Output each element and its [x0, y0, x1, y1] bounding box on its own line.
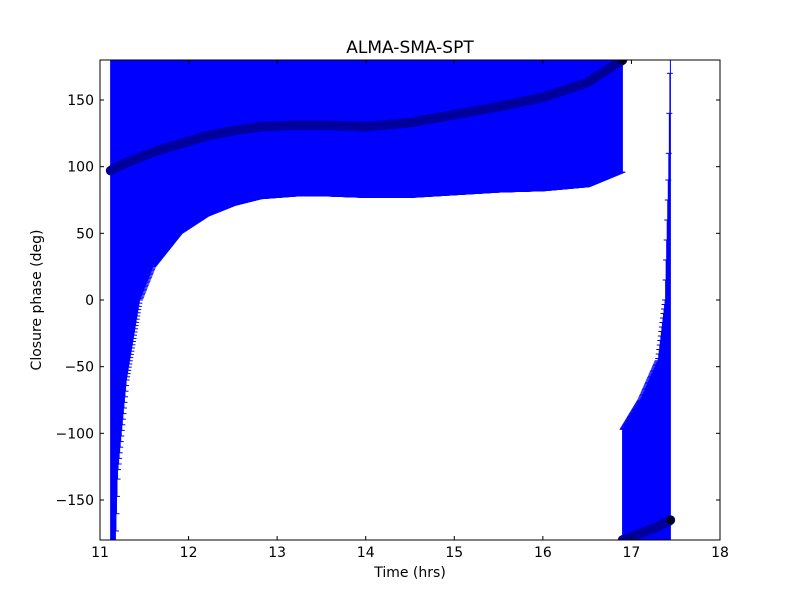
x-tick-label: 14 [357, 545, 375, 561]
x-tick-label: 17 [623, 545, 641, 561]
y-tick-label: 0 [85, 293, 94, 309]
x-tick-label: 16 [534, 545, 552, 561]
x-tick-label: 12 [180, 545, 198, 561]
x-tick-label: 13 [268, 545, 286, 561]
y-tick-label: −150 [56, 493, 94, 509]
y-tick-label: −100 [56, 426, 94, 442]
x-tick-label: 15 [445, 545, 463, 561]
y-tick-label: 150 [67, 93, 94, 109]
data-point [665, 515, 676, 525]
x-tick-label: 11 [91, 545, 109, 561]
chart-title: ALMA-SMA-SPT [346, 38, 474, 58]
x-axis-label: Time (hrs) [373, 565, 446, 581]
data-points [105, 60, 676, 540]
y-axis-label: Closure phase (deg) [29, 230, 45, 371]
y-tick-label: 50 [76, 226, 94, 242]
y-tick-label: 100 [67, 160, 94, 176]
y-tick-label: −50 [64, 360, 94, 376]
axis-ticks: 11 12 13 14 15 16 17 18 −150 −100 −50 0 50 100 150 [56, 60, 729, 561]
x-tick-label: 18 [711, 545, 729, 561]
